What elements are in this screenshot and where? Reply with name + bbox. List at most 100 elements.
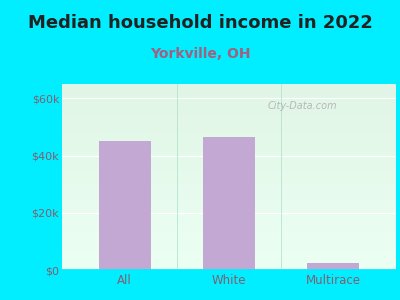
Bar <box>62 268 396 270</box>
Bar <box>62 184 396 186</box>
Bar <box>62 262 396 264</box>
Bar <box>62 173 396 175</box>
Bar <box>62 84 396 86</box>
Bar <box>62 114 396 116</box>
Bar <box>62 266 396 268</box>
Bar <box>62 155 396 157</box>
Bar <box>62 149 396 151</box>
Bar <box>62 95 396 97</box>
Bar <box>62 175 396 177</box>
Bar <box>62 129 396 130</box>
Bar <box>62 132 396 134</box>
Bar <box>62 253 396 255</box>
Bar <box>62 134 396 136</box>
Bar <box>62 146 396 147</box>
Bar <box>62 147 396 149</box>
Bar <box>62 121 396 123</box>
Bar <box>62 138 396 140</box>
Bar <box>62 251 396 253</box>
Bar <box>62 194 396 196</box>
Bar <box>62 88 396 90</box>
Bar <box>62 92 396 93</box>
Bar <box>62 205 396 207</box>
Bar <box>62 201 396 203</box>
Bar <box>62 255 396 257</box>
Bar <box>62 116 396 118</box>
Bar <box>62 250 396 251</box>
Bar <box>62 157 396 158</box>
Bar <box>62 99 396 101</box>
Bar <box>62 104 396 106</box>
Bar <box>62 224 396 225</box>
Bar <box>62 169 396 171</box>
Bar <box>62 142 396 143</box>
Bar <box>62 171 396 173</box>
Bar <box>62 101 396 103</box>
Bar <box>62 264 396 266</box>
Bar <box>62 112 396 114</box>
Bar <box>62 248 396 250</box>
Bar <box>62 244 396 246</box>
Bar <box>62 108 396 110</box>
Bar <box>62 160 396 162</box>
Bar <box>62 166 396 168</box>
Bar <box>62 211 396 212</box>
Bar <box>62 118 396 119</box>
Bar <box>62 259 396 261</box>
Bar <box>62 233 396 235</box>
Text: Yorkville, OH: Yorkville, OH <box>150 46 250 61</box>
Bar <box>62 208 396 211</box>
Bar <box>62 207 396 208</box>
Bar <box>62 214 396 216</box>
Bar <box>62 242 396 244</box>
Bar <box>62 212 396 214</box>
Bar <box>62 192 396 194</box>
Bar <box>62 177 396 179</box>
Bar <box>62 179 396 181</box>
Bar <box>62 97 396 99</box>
Bar <box>62 90 396 92</box>
Bar <box>62 164 396 166</box>
Bar <box>203 137 255 270</box>
Bar <box>62 186 396 188</box>
Bar <box>62 216 396 218</box>
Bar <box>62 238 396 240</box>
Bar <box>62 110 396 112</box>
Bar <box>62 199 396 201</box>
Bar <box>62 151 396 153</box>
Bar <box>62 168 396 169</box>
Bar <box>62 231 396 233</box>
Bar <box>62 103 396 104</box>
Bar <box>62 181 396 183</box>
Bar <box>62 222 396 224</box>
Bar <box>62 143 396 146</box>
Bar <box>62 162 396 164</box>
Bar <box>62 158 396 160</box>
Bar <box>62 93 396 95</box>
Bar <box>62 86 396 88</box>
Bar <box>62 130 396 132</box>
Bar <box>62 153 396 155</box>
Bar <box>62 123 396 125</box>
Text: Median household income in 2022: Median household income in 2022 <box>28 14 372 32</box>
Bar <box>62 225 396 227</box>
Bar <box>62 257 396 259</box>
Bar <box>62 136 396 138</box>
Bar <box>62 220 396 222</box>
Bar <box>62 236 396 238</box>
Bar <box>62 119 396 121</box>
Bar <box>62 261 396 262</box>
Bar <box>62 203 396 205</box>
Bar <box>62 229 396 231</box>
Bar <box>62 140 396 142</box>
Bar <box>62 240 396 242</box>
Bar <box>62 188 396 190</box>
Bar <box>62 183 396 184</box>
Bar <box>62 227 396 229</box>
Bar <box>307 263 360 270</box>
Text: City-Data.com: City-Data.com <box>268 101 337 111</box>
Bar <box>62 235 396 236</box>
Bar <box>62 197 396 199</box>
Bar <box>62 127 396 129</box>
Bar <box>62 125 396 127</box>
